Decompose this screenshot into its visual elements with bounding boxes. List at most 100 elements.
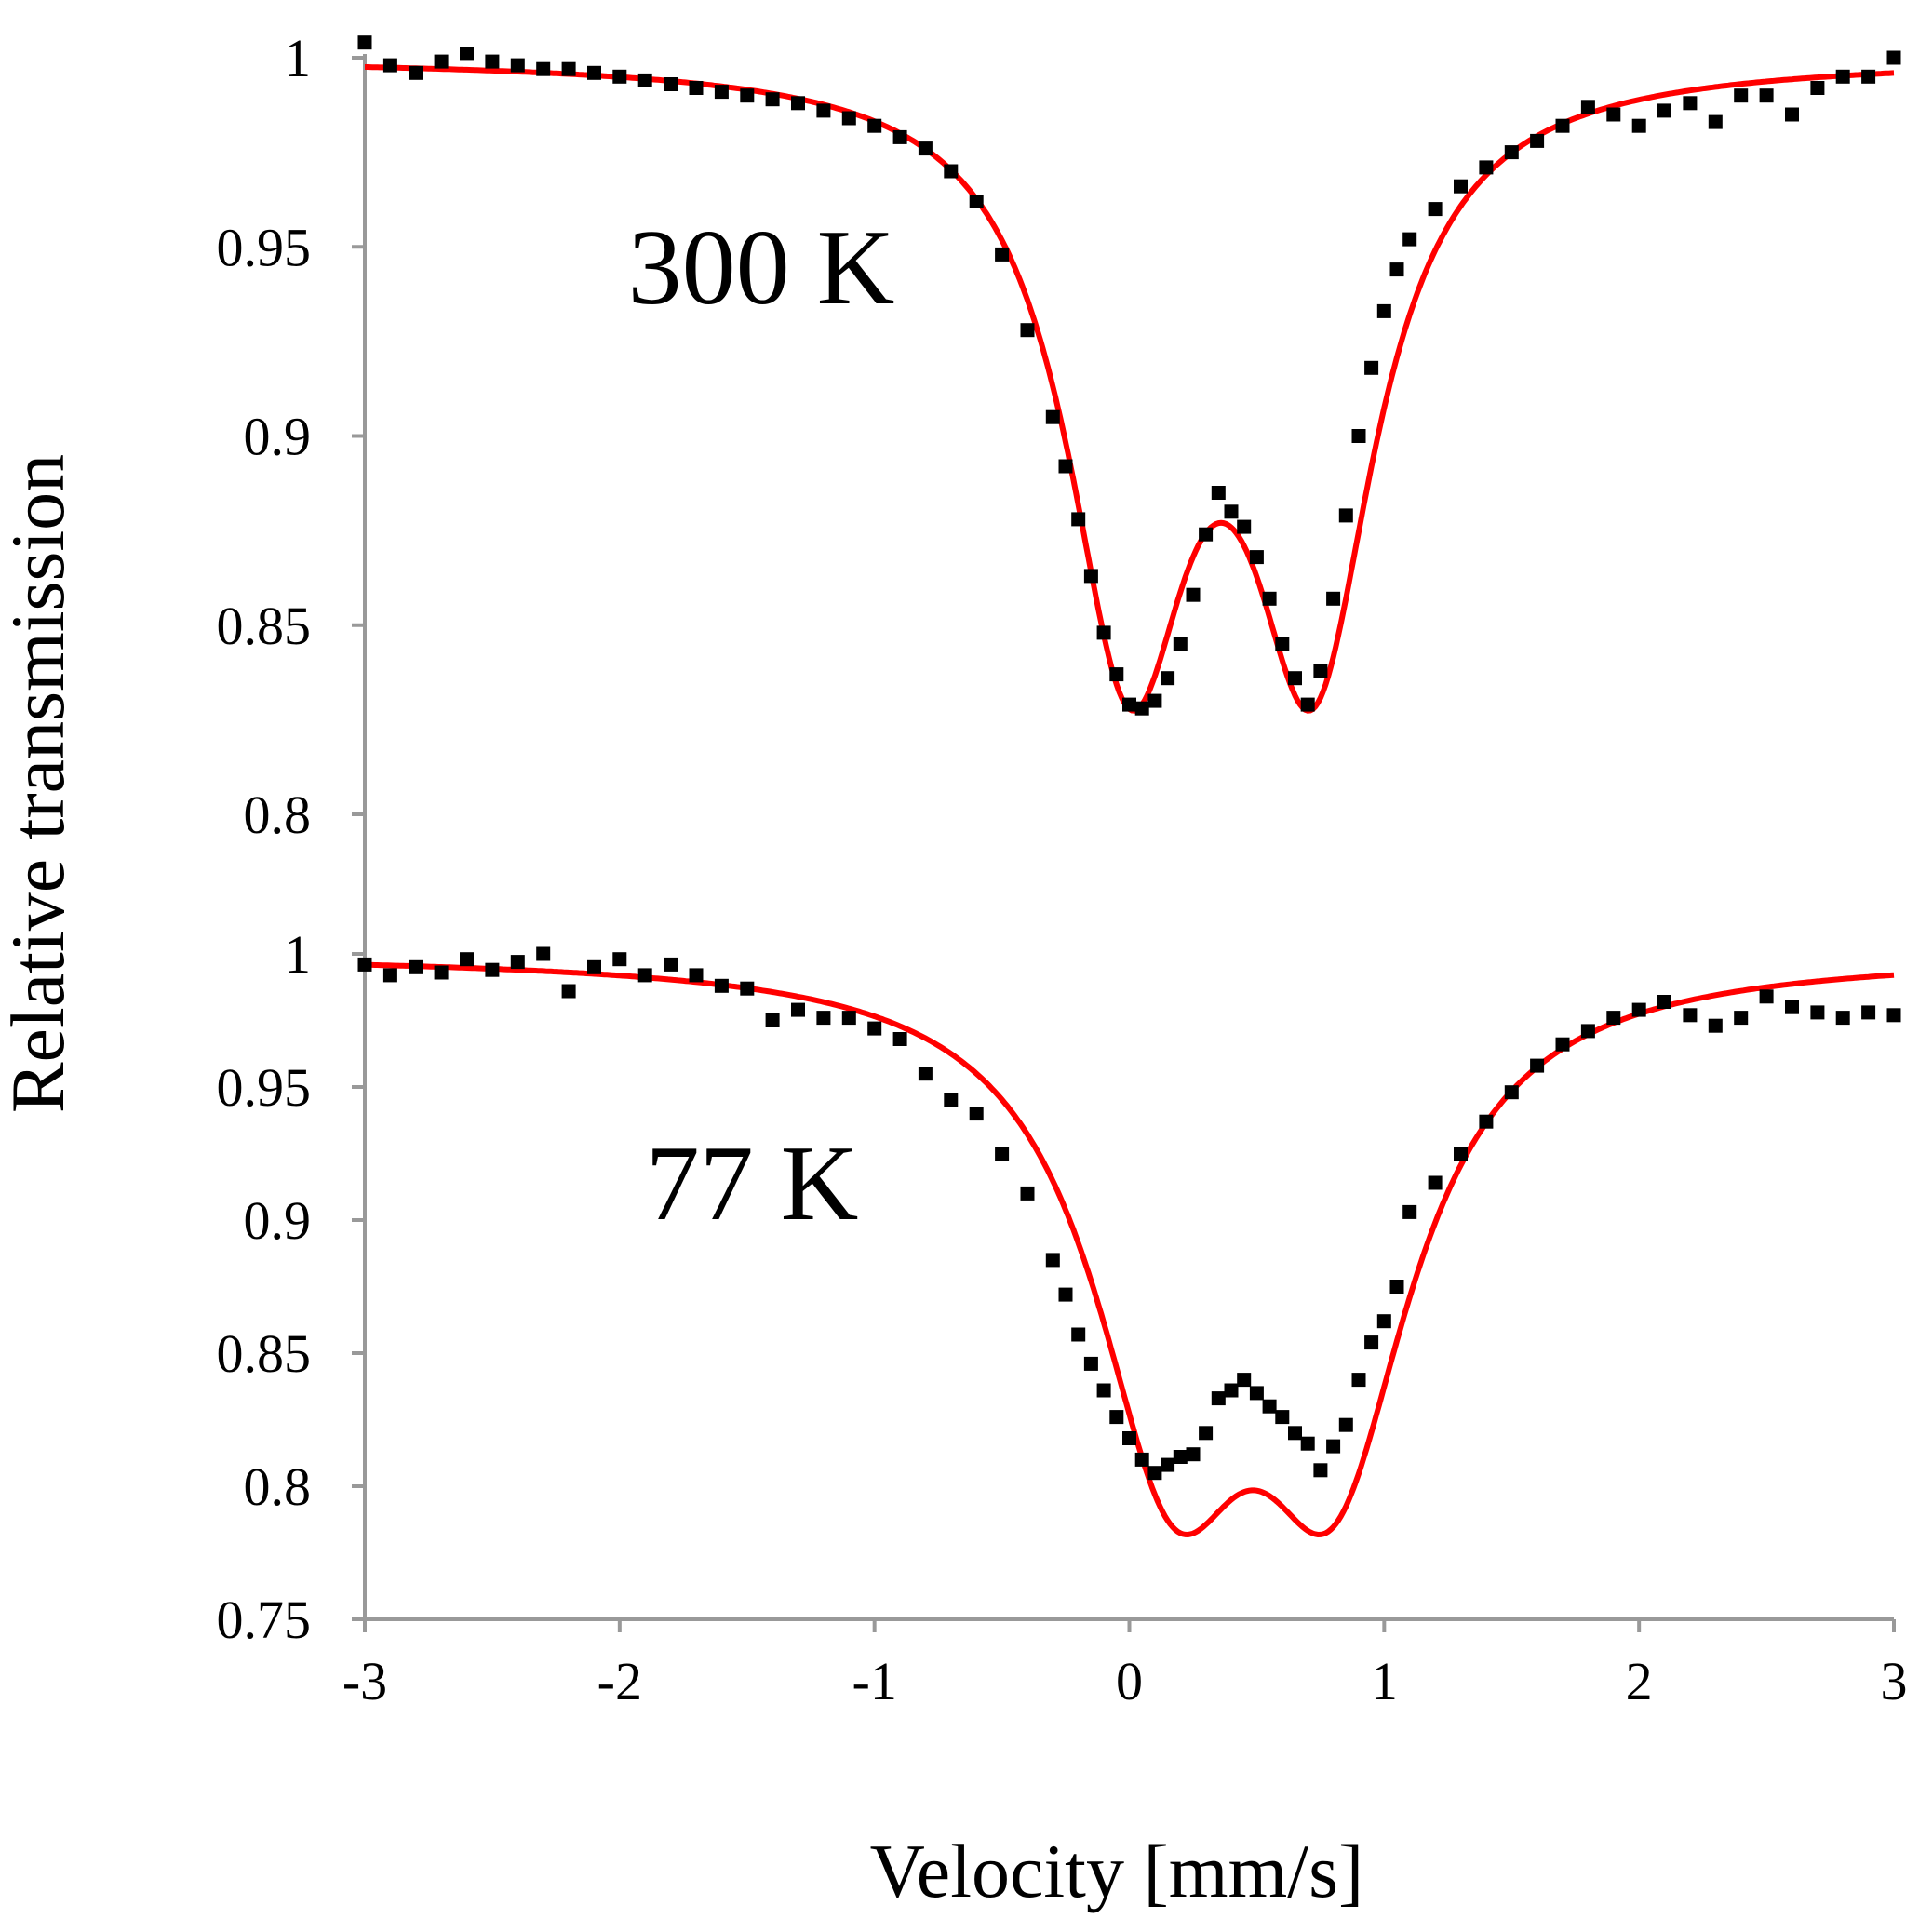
data-point: [1020, 1186, 1035, 1201]
data-point: [1479, 160, 1494, 175]
panel-label-300k: 300 K: [628, 208, 895, 328]
data-point: [791, 96, 805, 111]
data-point: [1785, 1000, 1799, 1014]
data-point: [1326, 591, 1341, 606]
fit-curves-layer: [364, 64, 1895, 1538]
y-tick-label: 0.8: [244, 785, 312, 845]
data-point: [1147, 693, 1162, 708]
data-point: [765, 1013, 780, 1027]
data-point: [434, 54, 449, 69]
data-point: [1785, 107, 1799, 122]
y-tick-label: 0.85: [217, 1323, 312, 1384]
data-point: [1402, 1204, 1417, 1219]
data-point: [1071, 1327, 1086, 1342]
data-point: [485, 54, 500, 69]
data-point: [1810, 81, 1825, 95]
data-point: [1211, 486, 1226, 500]
data-point: [740, 981, 755, 996]
data-point: [485, 962, 500, 977]
data-point: [612, 952, 627, 967]
data-point: [1288, 671, 1302, 686]
fit-curve: [364, 961, 1895, 1538]
data-point: [944, 164, 959, 179]
y-tick-label: 0.75: [217, 1590, 312, 1650]
data-point: [1186, 1447, 1201, 1462]
data-point: [1631, 1002, 1646, 1017]
x-tick-label: -1: [852, 1651, 897, 1711]
data-point: [1020, 323, 1035, 338]
data-point: [1338, 1417, 1353, 1432]
data-point: [1886, 1008, 1901, 1023]
data-point: [1262, 591, 1277, 606]
data-point: [612, 69, 627, 84]
data-point: [1199, 527, 1214, 542]
data-point: [1249, 550, 1264, 565]
data-point: [1428, 1175, 1443, 1190]
y-tick-label: 1: [284, 924, 311, 985]
data-point: [892, 1032, 907, 1046]
data-point: [1835, 69, 1850, 84]
data-point: [1199, 1426, 1214, 1441]
data-point: [1058, 1287, 1073, 1302]
data-point: [918, 141, 933, 156]
data-point: [1300, 697, 1315, 712]
data-point: [1351, 1373, 1366, 1388]
data-point: [1351, 429, 1366, 443]
data-point: [1657, 995, 1671, 1009]
data-point: [1454, 179, 1468, 194]
data-point: [1173, 637, 1188, 651]
data-point: [1186, 587, 1201, 602]
data-point: [409, 65, 423, 80]
data-point: [1300, 1436, 1315, 1451]
data-point: [816, 1011, 831, 1026]
data-point: [1606, 1011, 1621, 1026]
x-axis-title: Velocity [mm/s]: [870, 1829, 1364, 1913]
data-point: [1313, 1463, 1328, 1478]
data-point: [1249, 1386, 1264, 1401]
data-point: [995, 247, 1010, 262]
x-tick-label: -2: [597, 1651, 642, 1711]
data-point: [1083, 569, 1098, 584]
data-point: [1109, 667, 1124, 682]
data-point: [1313, 664, 1328, 678]
data-point: [1326, 1439, 1341, 1454]
data-point: [969, 1107, 984, 1121]
data-point: [1109, 1410, 1124, 1425]
data-point: [536, 946, 551, 961]
data-point: [510, 955, 525, 970]
data-point: [1657, 103, 1671, 118]
data-point: [1275, 637, 1290, 651]
data-point: [357, 957, 372, 972]
data-point: [1147, 1466, 1162, 1481]
y-tick-label: 0.9: [244, 407, 312, 467]
data-point: [1708, 1018, 1723, 1033]
data-point: [536, 61, 551, 76]
y-tick-label: 0.85: [217, 596, 312, 656]
data-point: [1083, 1356, 1098, 1371]
data-point: [510, 58, 525, 73]
data-point: [892, 129, 907, 144]
data-point: [664, 957, 678, 972]
x-tick-label: -3: [342, 1651, 387, 1711]
data-point: [1376, 1314, 1391, 1329]
data-point: [765, 92, 780, 107]
data-point: [1376, 303, 1391, 318]
data-point: [1835, 1011, 1850, 1026]
data-point: [1045, 409, 1060, 424]
data-point: [1861, 1005, 1876, 1020]
data-point: [1530, 1058, 1545, 1073]
data-point: [1402, 232, 1417, 247]
data-point: [1262, 1399, 1277, 1414]
data-point: [1504, 145, 1519, 160]
data-point: [1173, 1450, 1188, 1464]
data-point: [918, 1067, 933, 1081]
data-point: [1734, 88, 1749, 103]
data-point: [382, 58, 397, 73]
data-point: [969, 195, 984, 208]
data-point: [1580, 1024, 1595, 1039]
data-point: [1096, 625, 1111, 640]
data-point: [1631, 118, 1646, 133]
data-point: [1364, 360, 1379, 375]
panel-label-77k: 77 K: [646, 1124, 859, 1243]
data-point: [1237, 1373, 1252, 1388]
